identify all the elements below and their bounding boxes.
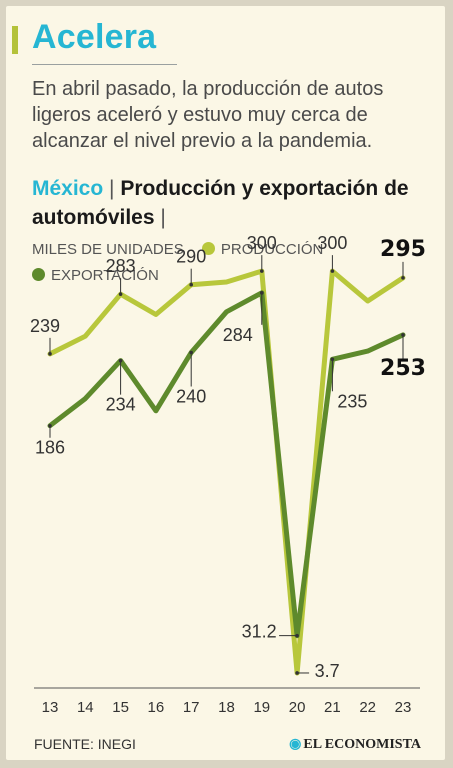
x-tick-label: 20 (289, 699, 306, 716)
infographic-card: Acelera En abril pasado, la producción d… (6, 6, 445, 760)
x-tick-label: 18 (218, 699, 235, 716)
x-tick-label: 21 (324, 699, 341, 716)
data-point (295, 633, 299, 638)
country-label: México (32, 177, 104, 200)
legend-item-export: EXPORTACIÓN (32, 263, 432, 289)
data-label: 234 (106, 395, 136, 415)
data-point (330, 269, 335, 273)
heading-separator: | (109, 177, 115, 200)
brand-logo: ◉ EL ECONOMISTA (289, 736, 421, 753)
brand-name: EL ECONOMISTA (303, 737, 421, 752)
legend-label-production: PRODUCCIÓN (220, 241, 324, 258)
data-point (330, 357, 335, 362)
legend-item-production: PRODUCCIÓN (201, 241, 324, 258)
chart-heading: México | Producción y exportación de aut… (32, 174, 442, 232)
data-label: 295 (380, 237, 426, 262)
x-tick-label: 19 (253, 699, 270, 716)
x-tick-label: 16 (148, 699, 165, 716)
source-note: FUENTE: INEGI (34, 736, 136, 752)
data-label: 300 (317, 233, 347, 253)
data-point (118, 292, 123, 296)
data-label: 186 (35, 438, 65, 458)
chart-legend: MILES DE UNIDADES PRODUCCIÓN EXPORTACIÓN (32, 237, 432, 289)
data-point (260, 291, 264, 295)
x-tick-label: 14 (77, 699, 94, 716)
chart-title: Producción y exportación de automóviles (32, 177, 409, 229)
series-line-production (47, 268, 406, 676)
title-divider (32, 64, 177, 65)
accent-bar (12, 26, 18, 54)
data-point (295, 671, 299, 675)
page-title: Acelera (32, 18, 157, 56)
x-tick-label: 17 (183, 699, 200, 716)
globe-icon: ◉ (289, 737, 302, 752)
units-label: MILES DE UNIDADES (32, 241, 184, 258)
legend-label-export: EXPORTACIÓN (51, 267, 159, 284)
data-label: 300 (247, 233, 277, 253)
legend-dot-export (32, 268, 45, 281)
data-label: 239 (30, 316, 60, 336)
data-point (401, 333, 405, 337)
data-point (48, 423, 52, 428)
data-point (118, 358, 123, 363)
data-point (189, 282, 193, 287)
data-label: 3.7 (315, 661, 340, 681)
data-label: 31.2 (242, 622, 277, 642)
data-label: 284 (223, 325, 253, 345)
data-label: 253 (380, 356, 426, 381)
data-point (48, 352, 52, 356)
x-tick-label: 22 (359, 699, 376, 716)
x-tick-label: 15 (112, 699, 129, 716)
data-point (260, 269, 264, 273)
x-tick-label: 23 (395, 699, 412, 716)
x-tick-label: 13 (42, 699, 59, 716)
data-label: 283 (106, 256, 136, 276)
data-point (401, 276, 405, 280)
series-line-export (47, 290, 406, 639)
data-point (189, 350, 193, 355)
data-label: 235 (337, 391, 367, 411)
legend-dot-production (201, 242, 215, 255)
subtitle: En abril pasado, la producción de autos … (32, 78, 384, 152)
heading-separator-end: | (160, 206, 166, 229)
data-label: 240 (176, 387, 206, 407)
data-label: 290 (176, 247, 206, 267)
